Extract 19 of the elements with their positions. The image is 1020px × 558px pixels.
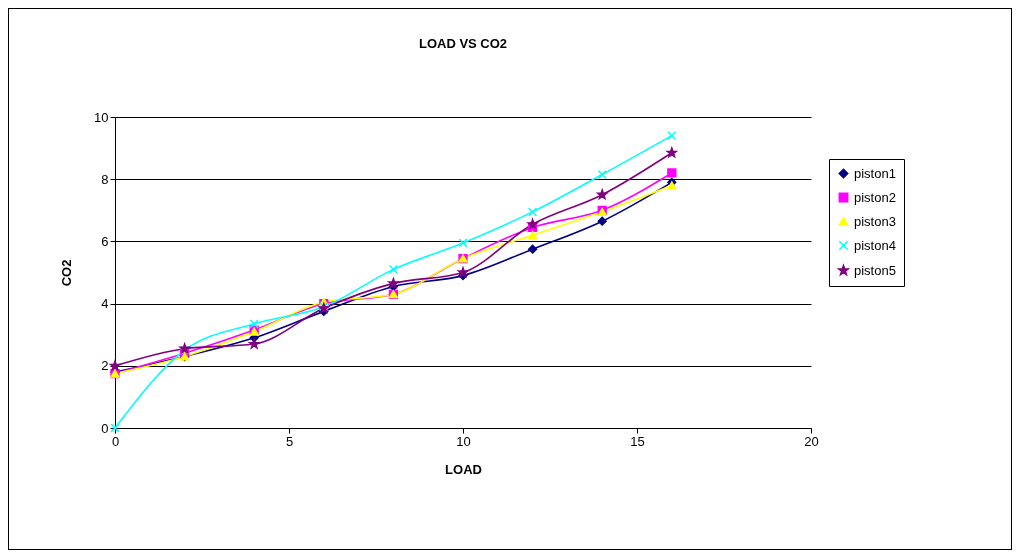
x-axis-title: LOAD — [445, 461, 482, 477]
legend-label: piston5 — [854, 262, 896, 278]
x-tick-label: 5 — [285, 433, 294, 449]
y-tick-label: 10 — [94, 109, 109, 125]
y-tick-label: 4 — [101, 296, 109, 312]
y-axis-title: CO2 — [59, 259, 75, 287]
legend-label: piston4 — [854, 237, 896, 253]
y-tick-label: 8 — [101, 171, 109, 187]
x-tick-label: 0 — [111, 433, 120, 449]
x-tick-label: 15 — [630, 433, 645, 449]
y-tick-label: 2 — [101, 358, 109, 374]
y-tick-label: 0 — [101, 420, 109, 436]
legend-label: piston1 — [854, 165, 896, 181]
y-tick-label: 6 — [101, 233, 109, 249]
chart-title: LOAD VS CO2 — [418, 36, 508, 51]
legend-label: piston2 — [854, 189, 896, 205]
legend-label: piston3 — [854, 213, 896, 229]
x-tick-label: 10 — [456, 433, 471, 449]
x-tick-label: 20 — [804, 433, 819, 449]
